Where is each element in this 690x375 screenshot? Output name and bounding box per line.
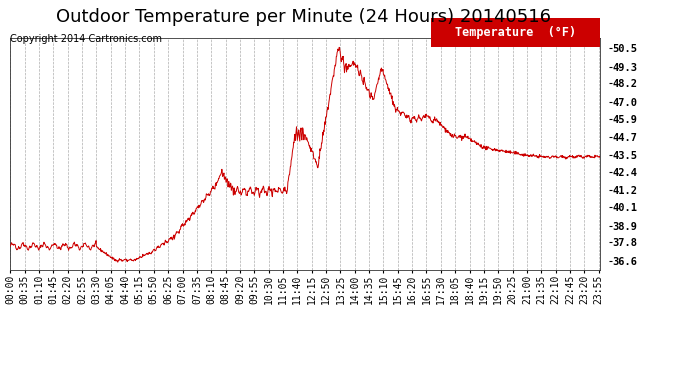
Text: Temperature  (°F): Temperature (°F) — [455, 26, 576, 39]
Text: Copyright 2014 Cartronics.com: Copyright 2014 Cartronics.com — [10, 34, 162, 44]
Text: Outdoor Temperature per Minute (24 Hours) 20140516: Outdoor Temperature per Minute (24 Hours… — [56, 8, 551, 26]
